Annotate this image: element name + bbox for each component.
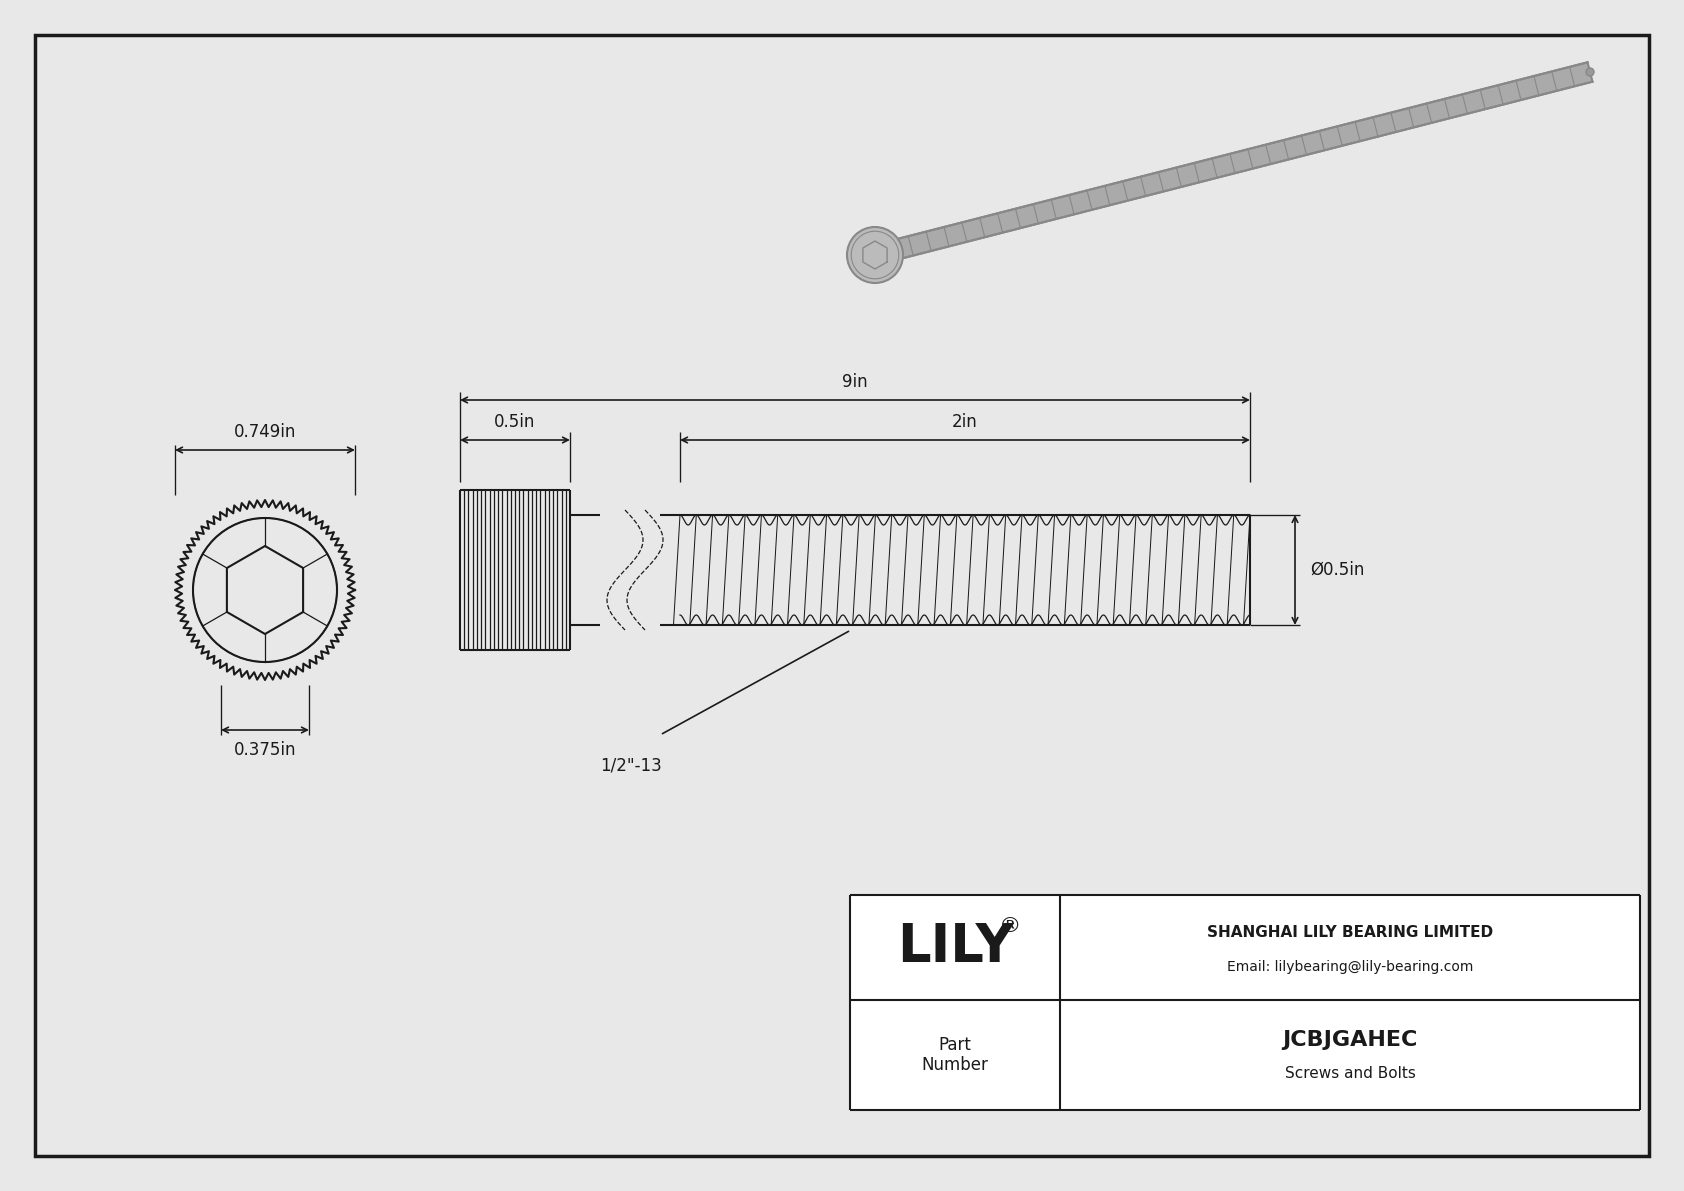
Text: SHANGHAI LILY BEARING LIMITED: SHANGHAI LILY BEARING LIMITED — [1207, 925, 1494, 940]
Text: 0.749in: 0.749in — [234, 423, 296, 441]
Polygon shape — [872, 62, 1593, 264]
Text: Part
Number: Part Number — [921, 1036, 989, 1074]
Text: 1/2"-13: 1/2"-13 — [600, 756, 662, 774]
Text: ®: ® — [999, 916, 1021, 935]
Text: 0.5in: 0.5in — [495, 413, 536, 431]
Text: 2in: 2in — [951, 413, 978, 431]
Text: JCBJGAHEC: JCBJGAHEC — [1282, 1030, 1418, 1050]
Text: Screws and Bolts: Screws and Bolts — [1285, 1066, 1416, 1080]
Text: Ø0.5in: Ø0.5in — [1310, 561, 1364, 579]
Bar — [850, 894, 1640, 1110]
Text: 9in: 9in — [842, 373, 867, 391]
Text: Email: lilybearing@lily-bearing.com: Email: lilybearing@lily-bearing.com — [1228, 960, 1474, 974]
Text: LILY: LILY — [896, 922, 1014, 973]
Circle shape — [1586, 68, 1595, 76]
Circle shape — [847, 227, 903, 283]
Text: 0.375in: 0.375in — [234, 741, 296, 759]
